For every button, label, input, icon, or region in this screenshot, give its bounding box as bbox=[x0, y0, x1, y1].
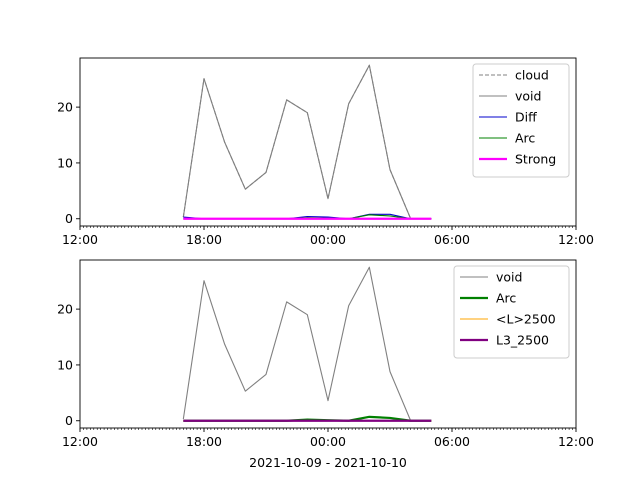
x-tick-label: 18:00 bbox=[186, 232, 222, 247]
x-tick-label: 12:00 bbox=[62, 434, 98, 449]
y-tick-label: 0 bbox=[65, 413, 73, 428]
legend-label: Strong bbox=[515, 152, 556, 167]
legend-label: cloud bbox=[515, 68, 549, 83]
x-tick-label: 06:00 bbox=[434, 232, 470, 247]
legend-label: void bbox=[496, 270, 522, 285]
legend-box bbox=[453, 265, 570, 359]
axes-frame bbox=[79, 259, 577, 429]
legend-label: void bbox=[515, 89, 541, 104]
series-line-void bbox=[182, 64, 432, 220]
bottom-chart-panel: 12:00 18:00 00:00 06:00 12:00 0 10 20 void Arc <L>… bbox=[57, 259, 594, 449]
series-line-void bbox=[182, 266, 432, 422]
x-tick-label: 12:00 bbox=[558, 434, 594, 449]
x-tick-label: 00:00 bbox=[310, 232, 346, 247]
axes-frame bbox=[79, 57, 577, 227]
y-tick-label: 10 bbox=[57, 357, 73, 372]
legend-label: L3_2500 bbox=[496, 333, 549, 348]
legend-label: <L>2500 bbox=[496, 312, 556, 327]
y-tick-label: 10 bbox=[57, 155, 73, 170]
x-tick-label: 06:00 bbox=[434, 434, 470, 449]
x-tick-label: 18:00 bbox=[186, 434, 222, 449]
x-tick-label: 00:00 bbox=[310, 434, 346, 449]
top-chart-panel: 12:00 18:00 00:00 06:00 12:00 0 10 20 cloud void D… bbox=[57, 57, 594, 247]
y-tick-label: 20 bbox=[57, 302, 73, 317]
legend-label: Arc bbox=[496, 291, 516, 306]
x-tick-label: 12:00 bbox=[558, 232, 594, 247]
x-tick-label: 12:00 bbox=[62, 232, 98, 247]
legend-box bbox=[472, 63, 570, 178]
y-tick-label: 0 bbox=[65, 211, 73, 226]
y-tick-label: 20 bbox=[57, 100, 73, 115]
legend-label: Arc bbox=[515, 131, 535, 146]
bottom-chart-xlabel: 2021-10-09 - 2021-10-10 bbox=[249, 455, 407, 470]
legend-label: Diff bbox=[515, 110, 537, 125]
